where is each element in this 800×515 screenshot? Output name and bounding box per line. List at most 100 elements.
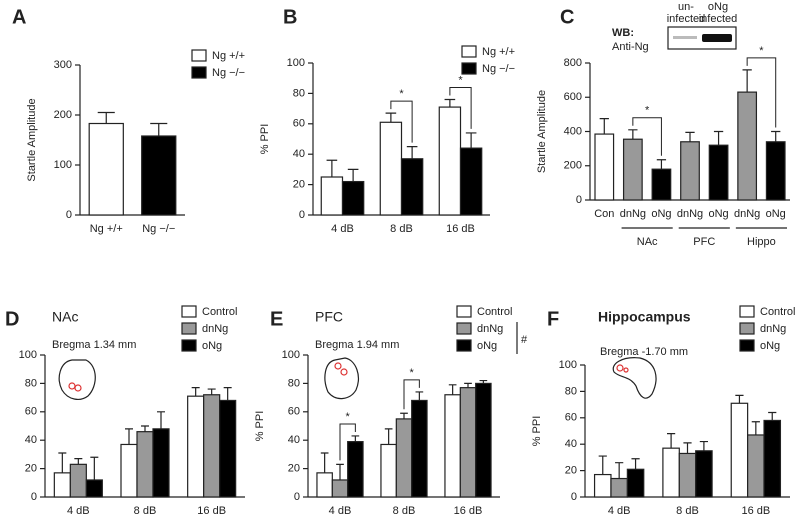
legend-swatch bbox=[739, 339, 755, 352]
error-bar bbox=[351, 435, 360, 442]
y-tick-label: 60 bbox=[25, 406, 37, 418]
legend-label: dnNg bbox=[477, 323, 503, 335]
error-bar bbox=[735, 394, 744, 404]
y-tick-label: 0 bbox=[299, 209, 305, 221]
y-tick-label: 300 bbox=[54, 59, 72, 71]
bar bbox=[730, 402, 749, 498]
bar bbox=[680, 141, 700, 201]
lane-label: oNg bbox=[708, 1, 728, 13]
bar bbox=[187, 395, 205, 498]
legend-swatch bbox=[456, 322, 472, 335]
brain-highlight bbox=[68, 362, 629, 392]
legend-label: oNg bbox=[477, 340, 497, 352]
y-tick-label: 200 bbox=[564, 160, 582, 172]
group-label: Hippo bbox=[747, 236, 776, 248]
y-tick-label: 400 bbox=[564, 125, 582, 137]
legend-swatch bbox=[191, 66, 207, 79]
x-tick-label: 16 dB bbox=[454, 505, 483, 515]
bar bbox=[53, 472, 71, 498]
legend-note: # bbox=[521, 334, 528, 346]
error-bar bbox=[656, 159, 667, 170]
legend-label: dnNg bbox=[202, 323, 228, 335]
legend-label: Ng −/− bbox=[212, 67, 245, 79]
y-tick-label: 100 bbox=[287, 57, 305, 69]
error-bar bbox=[384, 428, 393, 445]
error-bar bbox=[150, 122, 168, 136]
x-tick-label: Ng +/+ bbox=[90, 223, 123, 235]
y-tick-label: 0 bbox=[66, 209, 72, 221]
y-axis-label: Startle Amplitude bbox=[26, 98, 38, 181]
y-tick-label: 0 bbox=[571, 491, 577, 503]
bar bbox=[331, 479, 349, 498]
x-tick-label: oNg bbox=[766, 208, 786, 220]
bar bbox=[651, 168, 672, 201]
error-bar bbox=[742, 69, 752, 93]
error-bar bbox=[713, 130, 724, 146]
bar bbox=[737, 91, 758, 201]
y-tick-label: 60 bbox=[288, 406, 300, 418]
y-tick-label: 20 bbox=[565, 465, 577, 477]
significance-label: * bbox=[458, 74, 463, 86]
y-axis-label: % PPI bbox=[259, 124, 271, 155]
error-bar bbox=[465, 132, 477, 149]
chart-title: NAc bbox=[52, 309, 78, 325]
x-tick-label: 16 dB bbox=[741, 505, 770, 515]
bar bbox=[593, 473, 612, 498]
error-bar bbox=[768, 411, 777, 421]
bar bbox=[203, 394, 221, 498]
y-tick-label: 80 bbox=[293, 87, 305, 99]
significance-label: * bbox=[410, 367, 415, 379]
bar bbox=[395, 418, 413, 498]
bar bbox=[662, 447, 680, 498]
legend-swatch bbox=[191, 49, 207, 62]
error-bar bbox=[631, 458, 640, 470]
legend-label: Ng +/+ bbox=[482, 46, 515, 58]
x-tick-label: dnNg bbox=[734, 208, 760, 220]
legend-swatch bbox=[181, 322, 197, 335]
significance-label: * bbox=[346, 411, 351, 423]
error-bar bbox=[385, 112, 397, 123]
y-tick-label: 80 bbox=[25, 377, 37, 389]
bar bbox=[320, 176, 344, 216]
x-tick-label: 8 dB bbox=[393, 505, 416, 515]
error-bar bbox=[751, 421, 760, 435]
error-bar bbox=[599, 118, 609, 135]
y-tick-label: 40 bbox=[25, 434, 37, 446]
error-bar bbox=[448, 384, 457, 395]
error-bar bbox=[97, 111, 115, 124]
y-tick-label: 0 bbox=[31, 491, 37, 503]
legend-swatch bbox=[181, 305, 197, 318]
bar bbox=[88, 122, 124, 216]
y-tick-label: 40 bbox=[288, 434, 300, 446]
panel-letter: B bbox=[283, 6, 297, 28]
bar bbox=[136, 431, 154, 498]
y-tick-label: 0 bbox=[576, 194, 582, 206]
bar bbox=[347, 441, 364, 498]
legend-swatch bbox=[461, 45, 477, 58]
lane-label: infected bbox=[667, 13, 706, 25]
bar bbox=[594, 133, 615, 201]
error-bar bbox=[628, 129, 638, 140]
bar bbox=[438, 106, 462, 216]
bar bbox=[695, 450, 713, 498]
y-axis-label: Startle Amplitude bbox=[536, 90, 548, 173]
y-tick-label: 20 bbox=[25, 463, 37, 475]
bar bbox=[219, 399, 237, 498]
bar bbox=[380, 443, 397, 498]
error-bar bbox=[58, 452, 67, 473]
legend-swatch bbox=[456, 339, 472, 352]
y-axis-label: % PPI bbox=[0, 411, 3, 442]
bar bbox=[85, 479, 103, 498]
error-bar bbox=[699, 440, 708, 451]
bar bbox=[678, 452, 697, 498]
bar bbox=[459, 147, 483, 216]
x-tick-label: 16 dB bbox=[446, 223, 475, 235]
brain-icon bbox=[58, 357, 657, 400]
legend-swatch bbox=[181, 339, 197, 352]
error-bar bbox=[464, 382, 472, 388]
bar bbox=[400, 158, 424, 216]
legend-label: Ng −/− bbox=[482, 63, 515, 75]
error-bar bbox=[415, 391, 424, 401]
bar bbox=[459, 387, 477, 498]
